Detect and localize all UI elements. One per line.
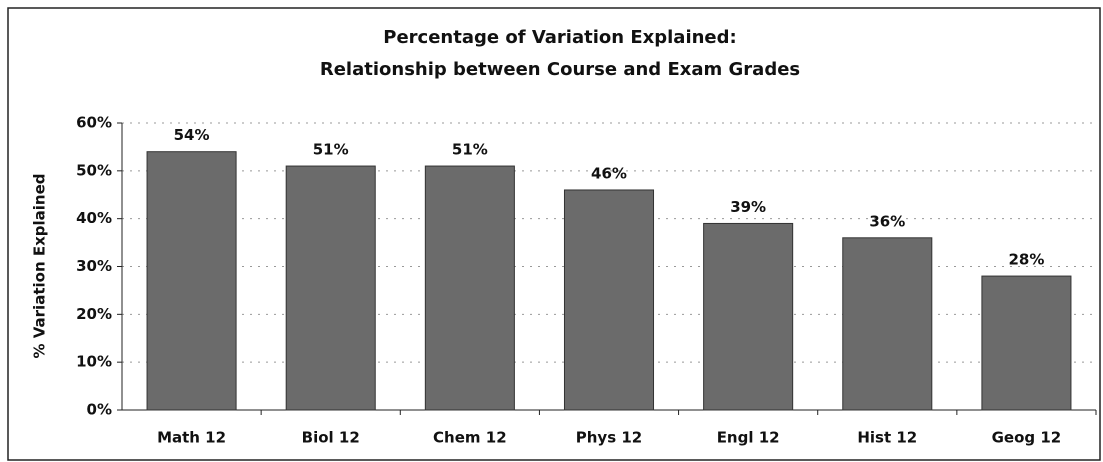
y-tick-label: 40%	[76, 209, 112, 227]
bar	[424, 165, 515, 411]
x-tick-label: Engl 12	[717, 429, 780, 447]
bar	[563, 189, 655, 411]
chart-title: Percentage of Variation Explained:	[383, 27, 736, 48]
data-label: 39%	[730, 198, 766, 216]
bar	[285, 165, 376, 411]
data-label: 46%	[591, 164, 627, 182]
y-tick-label: 60%	[76, 114, 112, 132]
chart-frame	[7, 7, 1101, 461]
data-label: 51%	[313, 141, 349, 159]
y-tick-label: 50%	[76, 161, 112, 179]
bar	[981, 275, 1072, 411]
y-axis-label: % Variation Explained	[31, 174, 49, 359]
data-label: 36%	[869, 212, 905, 230]
x-tick-label: Biol 12	[302, 429, 360, 447]
y-tick-label: 10%	[76, 353, 112, 371]
chart-subtitle: Relationship between Course and Exam Gra…	[320, 59, 800, 80]
x-tick-label: Geog 12	[992, 429, 1062, 447]
data-label: 51%	[452, 141, 488, 159]
x-tick-label: Chem 12	[433, 429, 507, 447]
y-tick-label: 20%	[76, 305, 112, 323]
x-tick-label: Phys 12	[576, 429, 642, 447]
y-tick-label: 30%	[76, 257, 112, 275]
x-tick-label: Math 12	[157, 429, 226, 447]
y-tick-label: 0%	[87, 401, 112, 419]
data-label: 28%	[1008, 251, 1044, 269]
bar	[703, 222, 794, 411]
data-label: 54%	[174, 126, 210, 144]
bar	[842, 237, 933, 411]
x-tick-label: Hist 12	[857, 429, 917, 447]
bar	[146, 151, 237, 411]
